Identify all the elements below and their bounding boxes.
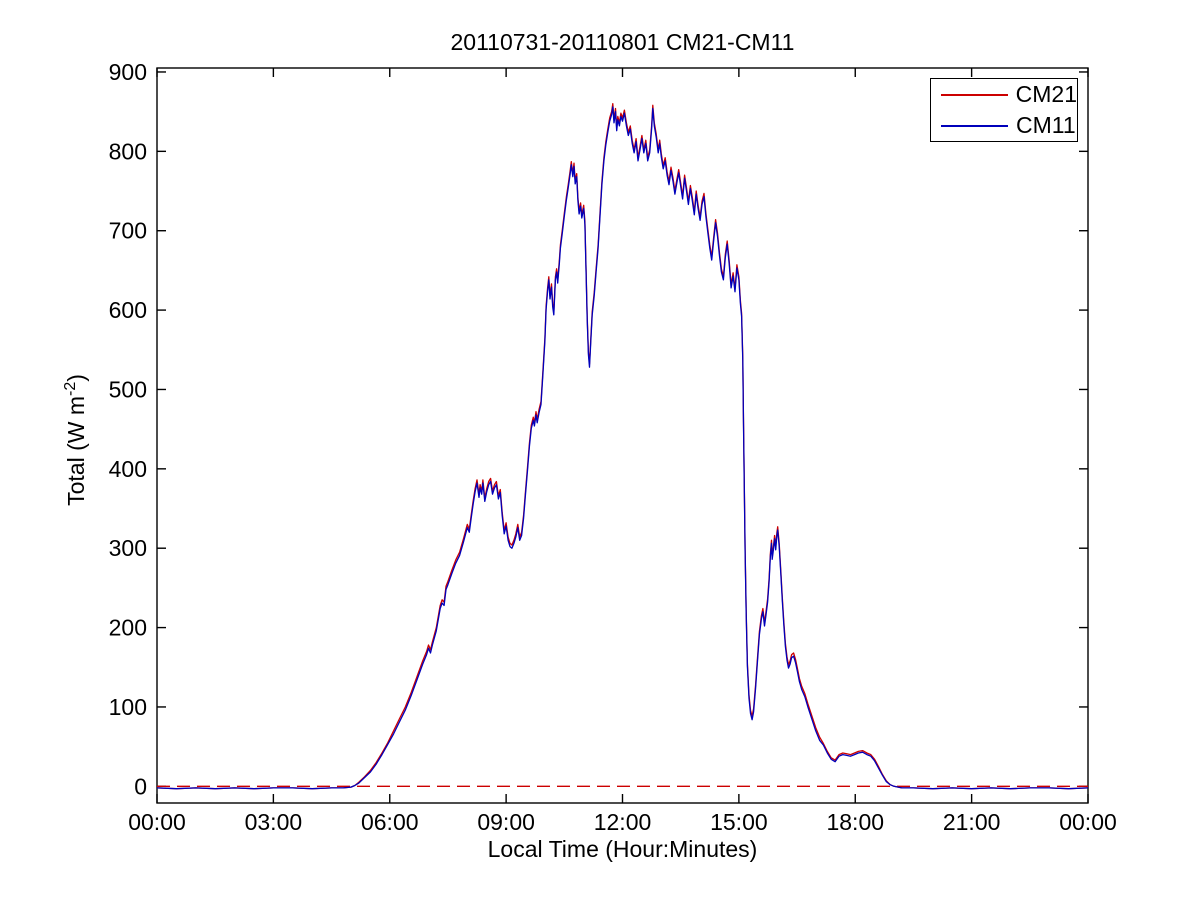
x-tick-label: 15:00 bbox=[710, 809, 768, 835]
y-tick-label: 700 bbox=[109, 218, 147, 244]
y-tick-label: 0 bbox=[134, 773, 147, 799]
plot-border bbox=[156, 67, 1089, 804]
y-tick-label: 200 bbox=[109, 615, 147, 641]
y-tick-label: 300 bbox=[109, 535, 147, 561]
y-tick-label: 800 bbox=[109, 138, 147, 164]
y-tick-label: 600 bbox=[109, 297, 147, 323]
x-tick-label: 03:00 bbox=[245, 809, 303, 835]
y-tick-label: 900 bbox=[109, 59, 147, 85]
x-tick-label: 00:00 bbox=[128, 809, 186, 835]
x-tick-label: 21:00 bbox=[943, 809, 1001, 835]
legend-label-cm11: CM11 bbox=[1016, 112, 1076, 138]
y-axis-label: Total (W m-2) bbox=[62, 374, 90, 506]
y-tick-label: 400 bbox=[109, 456, 147, 482]
cm21-line-sample bbox=[941, 93, 1008, 96]
legend-item-cm21: CM21 bbox=[931, 81, 1077, 109]
x-tick-label: 00:00 bbox=[1059, 809, 1117, 835]
x-axis-label: Local Time (Hour:Minutes) bbox=[487, 836, 758, 862]
y-axis-label-close: ) bbox=[62, 374, 89, 382]
y-tick-label: 100 bbox=[109, 694, 147, 720]
legend: CM21 CM11 bbox=[930, 78, 1078, 142]
y-tick-label: 500 bbox=[109, 376, 147, 402]
y-axis-label-base: Total (W m bbox=[62, 396, 89, 506]
y-axis-label-exponent: -2 bbox=[62, 381, 80, 397]
x-tick-label: 09:00 bbox=[477, 809, 535, 835]
cm11-line-sample bbox=[941, 124, 1008, 127]
x-tick-label: 12:00 bbox=[594, 809, 652, 835]
legend-label-cm21: CM21 bbox=[1015, 81, 1077, 107]
x-tick-label: 18:00 bbox=[826, 809, 884, 835]
cm21-series-path bbox=[156, 103, 1089, 790]
legend-item-cm11: CM11 bbox=[931, 112, 1077, 140]
chart-title: 20110731-20110801 CM21-CM11 bbox=[450, 29, 795, 55]
cm11-series-path bbox=[156, 106, 1089, 790]
x-tick-label: 06:00 bbox=[361, 809, 419, 835]
